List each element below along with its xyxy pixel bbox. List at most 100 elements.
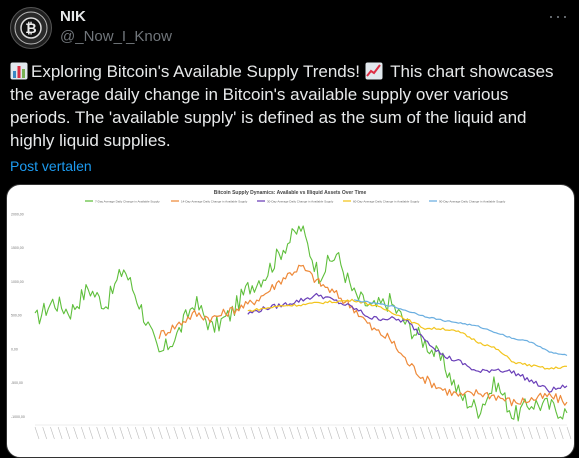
legend-label: 30-Day Average Daily Change in Available…	[267, 200, 334, 204]
chart-image[interactable]: Bitcoin Supply Dynamics: Available vs Il…	[6, 184, 575, 458]
x-tick-label	[165, 426, 171, 440]
tweet-text-part2: This chart showcases the average daily c…	[10, 62, 554, 150]
x-tick-label	[296, 426, 302, 440]
svg-text:₿: ₿	[25, 21, 36, 37]
legend-label: 60-Day Average Daily Change in Available…	[353, 200, 420, 204]
y-tick-label: 500,00	[11, 314, 22, 318]
x-tick-label	[327, 426, 333, 440]
x-tick-label	[266, 426, 271, 440]
x-tick-label	[127, 426, 132, 440]
x-tick-label	[559, 426, 564, 440]
x-tick-label	[50, 426, 55, 440]
translate-link[interactable]: Post vertalen	[10, 158, 92, 174]
x-tick-label	[150, 426, 155, 440]
x-tick-label	[65, 426, 71, 440]
x-tick-label	[235, 426, 240, 440]
x-tick-label	[219, 426, 225, 440]
x-tick-label	[181, 426, 186, 440]
x-tick-label	[404, 426, 410, 440]
x-tick-label	[134, 426, 140, 440]
y-tick-label: 1500,00	[11, 246, 24, 250]
chart: Bitcoin Supply Dynamics: Available vs Il…	[11, 190, 572, 440]
x-tick-label	[304, 426, 310, 440]
series-line-3	[247, 292, 568, 393]
x-tick-label	[481, 426, 487, 440]
x-tick-label	[212, 426, 217, 440]
x-tick-label	[142, 426, 148, 440]
x-tick-label	[443, 426, 448, 440]
x-tick-label	[373, 426, 379, 440]
series-line-5	[354, 299, 568, 357]
x-tick-label	[335, 426, 340, 440]
tweet-text: Exploring Bitcoin's Available Supply Tre…	[10, 60, 570, 152]
x-tick-label	[242, 426, 248, 440]
x-tick-label	[88, 426, 94, 440]
series-line-1	[34, 225, 568, 422]
x-tick-label	[551, 426, 556, 440]
x-tick-label	[528, 426, 533, 440]
y-axis: 2000,00 1500,00 1000,00 500,00 0,00 -500,00 -1…	[11, 212, 25, 419]
x-tick-label	[204, 426, 209, 440]
x-tick-label	[566, 426, 572, 440]
x-tick-label	[512, 426, 518, 440]
chart-title: Bitcoin Supply Dynamics: Available vs Il…	[214, 190, 367, 196]
y-tick-label: 2000,00	[11, 212, 24, 216]
x-tick-label	[350, 426, 356, 440]
x-tick-label	[412, 426, 418, 440]
tweet-text-part1: Exploring Bitcoin's Available Supply Tre…	[31, 62, 365, 81]
x-tick-label	[312, 426, 317, 440]
x-tick-label	[435, 426, 441, 440]
more-icon[interactable]: ···	[548, 6, 569, 26]
x-tick-label	[281, 426, 287, 440]
x-tick-label	[427, 426, 433, 440]
x-tick-label	[34, 426, 40, 440]
x-tick-label	[520, 426, 526, 440]
x-tick-label	[42, 426, 47, 440]
chart-legend: 7-Day Average Daily Change in Available …	[85, 200, 506, 204]
y-tick-label: -500,00	[11, 381, 23, 385]
x-tick-label	[451, 426, 456, 440]
y-tick-label: 0,00	[11, 347, 18, 351]
x-tick-label	[80, 426, 86, 440]
user-handle[interactable]: @_Now_I_Know	[60, 28, 172, 45]
x-tick-label	[358, 426, 364, 440]
x-tick-label	[273, 426, 279, 440]
chart-increasing-emoji-icon	[365, 62, 383, 80]
avatar[interactable]: ₿	[10, 7, 52, 49]
x-tick-label	[158, 426, 163, 440]
display-name[interactable]: NIK	[60, 8, 86, 25]
x-tick-label	[289, 426, 294, 440]
bitcoin-logo-icon: ₿	[14, 11, 48, 45]
x-tick-label	[397, 426, 402, 440]
x-tick-label	[389, 426, 394, 440]
x-tick-label	[366, 426, 371, 440]
x-tick-label	[489, 426, 495, 440]
x-tick-label	[227, 426, 233, 440]
series-line-4	[247, 298, 568, 370]
x-tick-label	[420, 426, 425, 440]
x-tick-label	[381, 426, 387, 440]
legend-label: 90-Day Average Daily Change in Available…	[439, 200, 506, 204]
bar-chart-emoji-icon	[10, 62, 28, 80]
x-tick-label	[474, 426, 479, 440]
x-tick-label	[196, 426, 202, 440]
x-tick-label	[258, 426, 263, 440]
x-tick-label	[104, 426, 109, 440]
x-tick-label	[497, 426, 502, 440]
x-tick-label	[173, 426, 179, 440]
x-tick-label	[119, 426, 125, 440]
legend-label: 7-Day Average Daily Change in Available …	[95, 200, 160, 204]
x-tick-label	[543, 426, 549, 440]
x-tick-label	[96, 426, 101, 440]
y-tick-label: 1000,00	[11, 280, 24, 284]
x-tick-label	[458, 426, 464, 440]
x-tick-label	[319, 426, 325, 440]
series-line-2	[158, 264, 568, 407]
x-tick-label	[250, 426, 256, 440]
chart-series	[34, 225, 568, 422]
x-tick-label	[343, 426, 348, 440]
x-tick-label	[188, 426, 194, 440]
x-tick-label	[111, 426, 117, 440]
x-axis	[34, 424, 572, 440]
legend-label: 14-Day Average Daily Change in Available…	[181, 200, 248, 204]
